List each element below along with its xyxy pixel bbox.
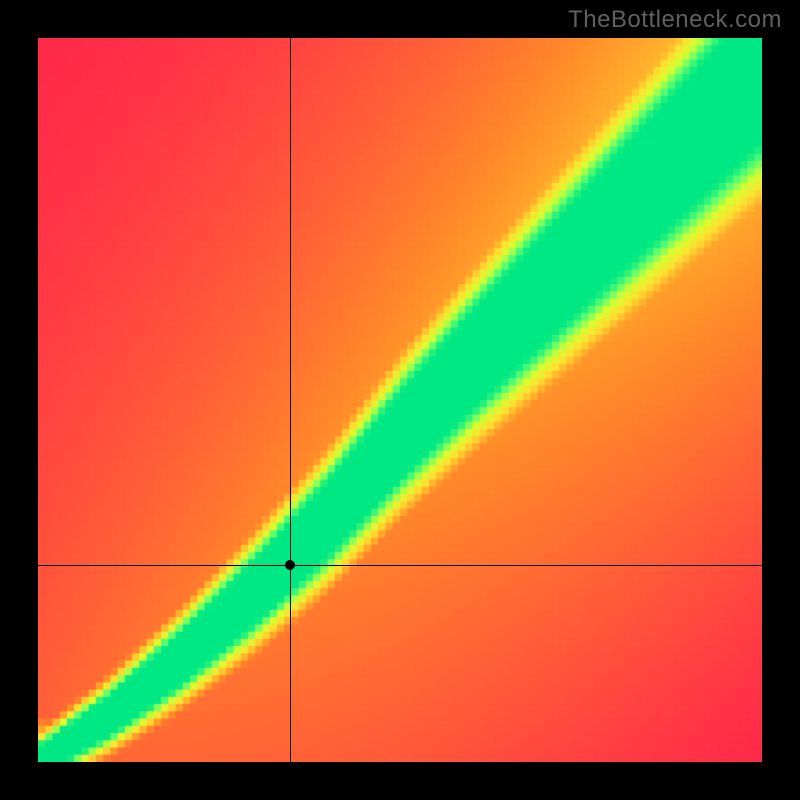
crosshair-marker [285, 560, 295, 570]
bottleneck-heatmap [38, 38, 762, 762]
crosshair-vertical [290, 38, 291, 762]
crosshair-horizontal [38, 565, 762, 566]
watermark-text: TheBottleneck.com [568, 6, 782, 34]
